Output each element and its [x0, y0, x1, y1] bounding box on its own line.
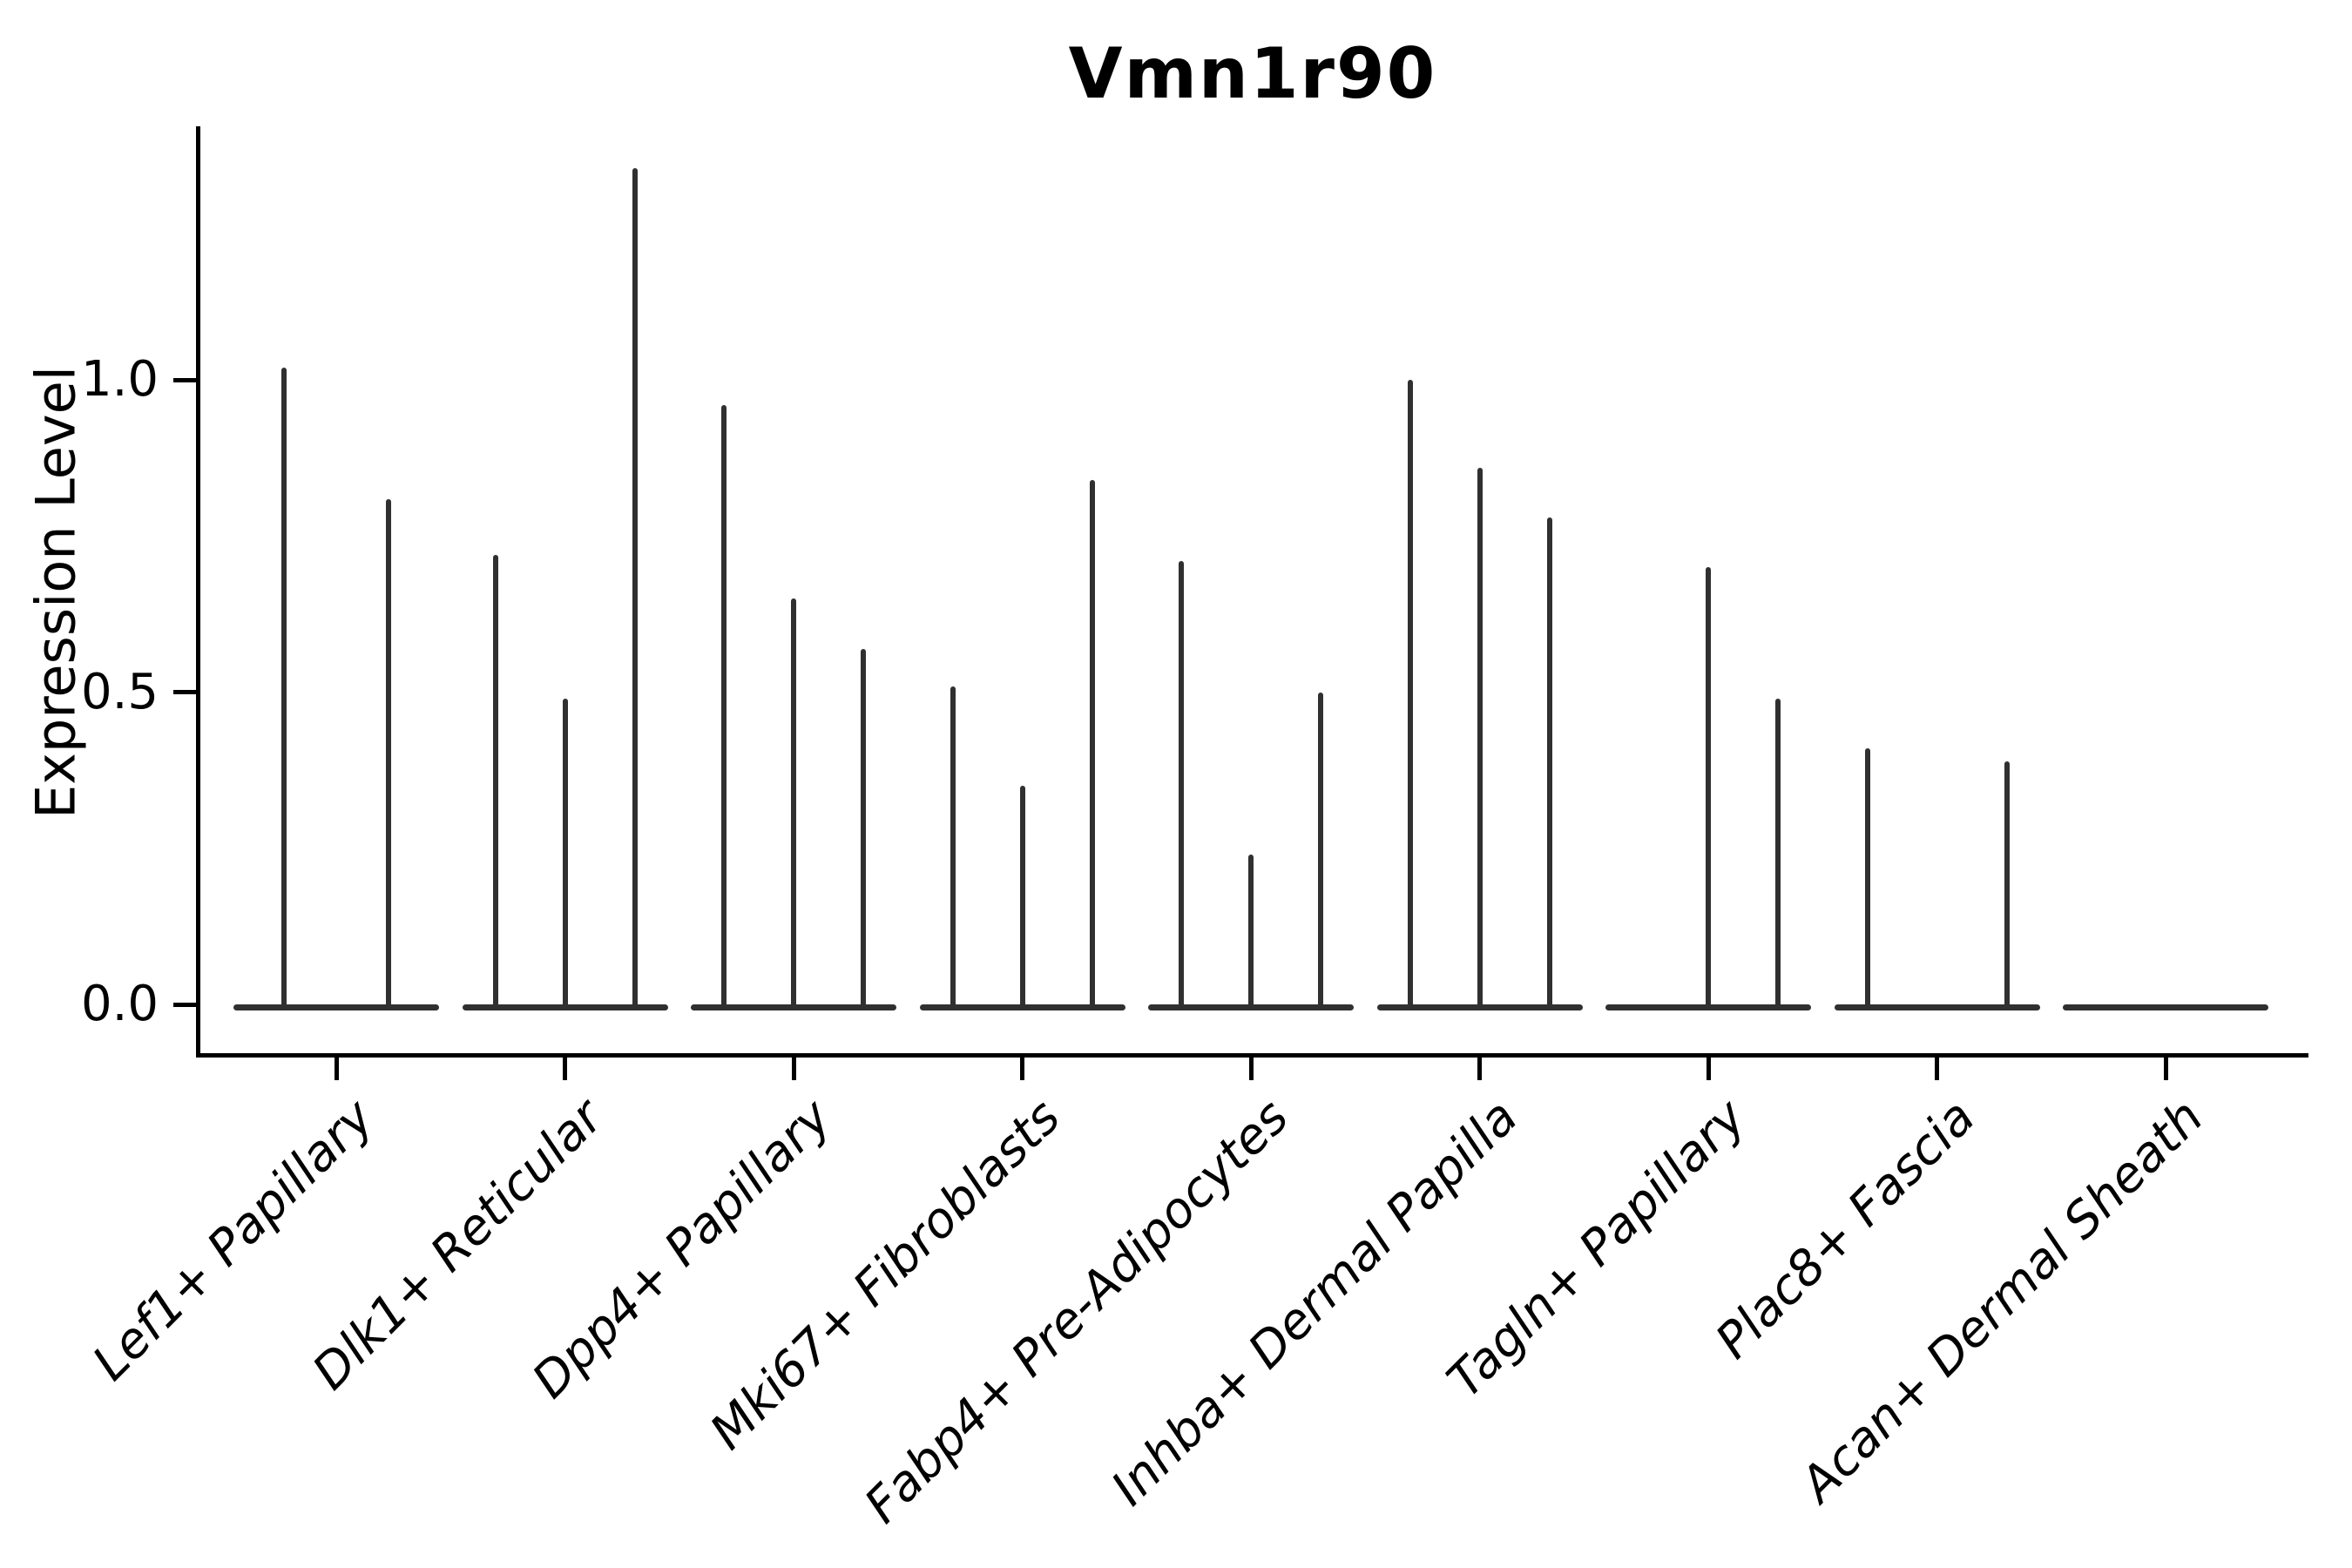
y-tick-label: 1.0: [80, 351, 159, 409]
violin-spike: [1089, 480, 1095, 1010]
x-tick-mark: [1020, 1056, 1024, 1080]
violin-baseline: [233, 1004, 439, 1010]
violin-baseline: [1834, 1004, 2040, 1010]
y-tick-mark: [173, 690, 196, 695]
violin-spike: [1318, 692, 1323, 1010]
y-tick-label: 0.0: [80, 976, 159, 1032]
violin-spike: [1477, 467, 1483, 1010]
x-tick-mark: [1706, 1056, 1711, 1080]
violin-spike: [1706, 567, 1711, 1010]
y-tick-label: 0.5: [80, 663, 159, 720]
x-tick-mark: [563, 1056, 567, 1080]
violin-spike: [1775, 698, 1781, 1010]
chart-title: Vmn1r90: [1068, 33, 1437, 114]
x-axis-spine: [196, 1053, 2308, 1058]
violin-spike: [1179, 561, 1184, 1010]
violin-spike: [1019, 786, 1025, 1010]
violin-baseline: [2063, 1004, 2268, 1010]
x-tick-mark: [2163, 1056, 2168, 1080]
x-tick-mark: [1248, 1056, 1254, 1080]
violin-spike: [1546, 517, 1552, 1010]
violin-spike: [632, 167, 638, 1010]
violin-spike: [950, 686, 956, 1010]
x-tick-mark: [334, 1056, 339, 1080]
violin-spike: [1248, 855, 1254, 1010]
violin-spike: [562, 698, 568, 1010]
y-axis-label: Expression Level: [24, 366, 88, 819]
violin-spike: [2004, 760, 2010, 1010]
violin-spike: [861, 648, 866, 1010]
violin-spike: [386, 498, 391, 1010]
violin-spike: [791, 598, 796, 1010]
violin-spike: [281, 368, 287, 1010]
x-tick-mark: [791, 1056, 796, 1080]
violin-spike: [1864, 748, 1870, 1010]
violin-spike: [492, 555, 498, 1010]
violin-spike: [721, 405, 727, 1010]
violin-spike: [1407, 380, 1413, 1010]
y-axis-spine: [196, 126, 200, 1058]
x-tick-mark: [1935, 1056, 1939, 1080]
x-tick-mark: [1477, 1056, 1482, 1080]
y-tick-mark: [173, 1002, 196, 1007]
y-tick-mark: [173, 377, 196, 382]
